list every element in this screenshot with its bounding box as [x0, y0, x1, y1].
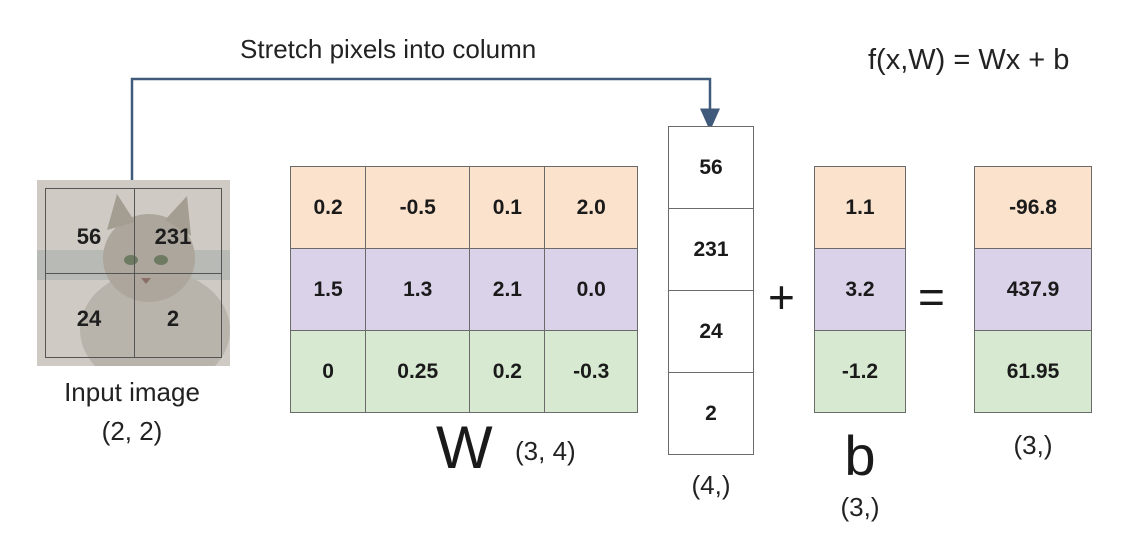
input-image-title: Input image	[64, 377, 200, 407]
result-shape: (3,)	[1013, 430, 1053, 460]
matrix-cell: 0	[289, 330, 367, 413]
weight-row: 1.5 1.3 2.1 0.0	[289, 248, 638, 331]
matrix-cell: 0.2	[289, 166, 367, 249]
pixel-value: 231	[154, 224, 192, 249]
matrix-cell: 1.3	[365, 248, 471, 331]
weight-row: 0 0.25 0.2 -0.3	[289, 330, 638, 413]
matrix-cell: -0.3	[544, 330, 638, 413]
matrix-cell: 0.25	[365, 330, 471, 413]
matrix-cell: 1.5	[289, 248, 367, 331]
weight-symbol: W	[436, 414, 493, 481]
bias-vector: 1.1 3.2 -1.2	[814, 166, 906, 413]
formula: f(x,W) = Wx + b	[868, 44, 1070, 76]
weight-row: 0.2 -0.5 0.1 2.0	[289, 166, 638, 249]
vector-cell: 24	[668, 290, 754, 373]
vector-cell: 56	[668, 126, 754, 209]
plus-sign: +	[768, 271, 795, 323]
weight-matrix: 0.2 -0.5 0.1 2.0 1.5 1.3 2.1 0.0 0 0.25 …	[289, 166, 638, 413]
input-image: 56 231 24 2	[37, 180, 230, 366]
input-vector: 56 231 24 2	[668, 126, 754, 455]
vector-cell: -96.8	[974, 166, 1092, 249]
matrix-cell: -0.5	[365, 166, 471, 249]
vector-cell: 61.95	[974, 330, 1092, 413]
pixel-value: 56	[76, 224, 102, 249]
matrix-cell: 2.1	[469, 248, 546, 331]
pixel-value: 2	[166, 306, 180, 331]
vector-cell: -1.2	[814, 330, 906, 413]
arrow-label: Stretch pixels into column	[240, 34, 537, 64]
matrix-cell: 0.0	[544, 248, 638, 331]
vector-cell: 3.2	[814, 248, 906, 331]
input-image-shape: (2, 2)	[101, 416, 163, 446]
input-vector-shape: (4,)	[691, 470, 731, 500]
vector-cell: 1.1	[814, 166, 906, 249]
grid-line-horizontal	[45, 273, 222, 274]
result-vector: -96.8 437.9 61.95	[974, 166, 1092, 413]
bias-symbol: b	[844, 424, 876, 487]
pixel-value: 24	[76, 306, 102, 331]
vector-cell: 437.9	[974, 248, 1092, 331]
matrix-cell: 2.0	[544, 166, 638, 249]
matrix-cell: 0.2	[469, 330, 546, 413]
bias-shape: (3,)	[840, 492, 880, 522]
equals-sign: =	[918, 271, 945, 323]
vector-cell: 231	[668, 208, 754, 291]
weight-shape: (3, 4)	[515, 436, 576, 466]
matrix-cell: 0.1	[469, 166, 546, 249]
vector-cell: 2	[668, 372, 754, 455]
